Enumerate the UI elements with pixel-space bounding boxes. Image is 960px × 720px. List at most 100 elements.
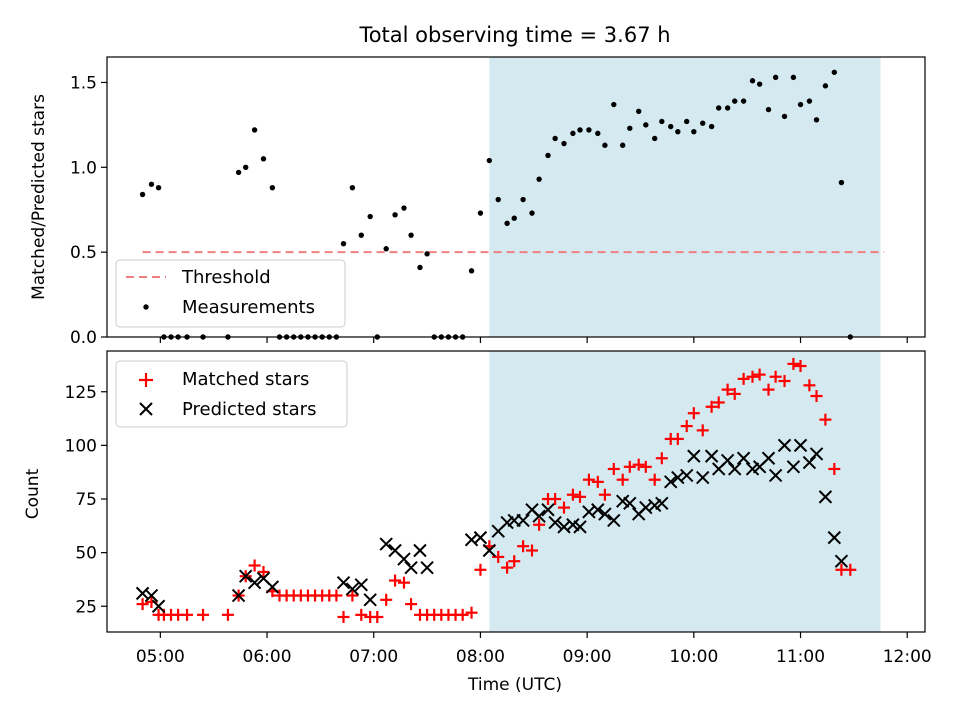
measurement-point xyxy=(765,106,772,113)
matched-point xyxy=(456,608,469,621)
predicted-point xyxy=(473,530,488,545)
matched-point xyxy=(371,610,384,623)
matched-point xyxy=(721,383,734,396)
matched-point xyxy=(136,598,149,611)
top-observing-window xyxy=(489,57,881,337)
matched-point xyxy=(753,368,766,381)
measurement-point xyxy=(529,210,535,216)
matched-point xyxy=(803,379,816,392)
measurement-point xyxy=(520,196,526,203)
matched-point xyxy=(549,493,562,506)
matched-point xyxy=(492,550,505,563)
matched-point xyxy=(574,490,587,503)
matched-point xyxy=(639,460,652,473)
measurement-point xyxy=(139,191,146,198)
measurement-point xyxy=(749,78,756,84)
predicted-point xyxy=(345,582,360,596)
predicted-point xyxy=(420,560,434,575)
predicted-point xyxy=(363,593,377,607)
matched-point xyxy=(465,606,478,619)
predicted-point xyxy=(532,509,546,523)
measurement-point xyxy=(643,122,649,128)
x-tick-label: 07:00 xyxy=(349,647,398,667)
predicted-point xyxy=(573,520,587,534)
predicted-point xyxy=(404,560,418,575)
predicted-point xyxy=(548,515,562,530)
matched-point xyxy=(355,608,368,621)
top-legend-box xyxy=(115,259,346,328)
bottom-axes-frame xyxy=(106,350,926,633)
matched-point xyxy=(632,458,645,471)
matched-point xyxy=(696,424,709,437)
measurement-point xyxy=(536,176,542,182)
matched-point xyxy=(558,501,571,514)
predicted-point xyxy=(680,468,694,483)
bottom-observing-window xyxy=(489,351,881,632)
measurement-point xyxy=(602,142,608,148)
measurement-point xyxy=(652,135,658,142)
predicted-point xyxy=(728,462,742,476)
predicted-point xyxy=(802,455,817,470)
measurement-point xyxy=(486,157,493,164)
predicted-point xyxy=(655,496,669,511)
measurement-point xyxy=(772,74,779,81)
measurement-point xyxy=(627,125,633,131)
measurement-point xyxy=(838,179,845,186)
matched-point xyxy=(728,387,741,400)
predicted-point xyxy=(834,554,849,568)
measurement-point xyxy=(235,169,242,176)
bottom-count-points xyxy=(135,357,857,623)
predicted-point xyxy=(761,451,776,465)
matched-point xyxy=(337,610,350,623)
predicted-point xyxy=(265,580,280,594)
predicted-point xyxy=(144,588,159,603)
matched-point xyxy=(405,598,418,611)
measurement-point xyxy=(495,196,501,203)
matched-point xyxy=(671,432,684,445)
predicted-point xyxy=(379,537,393,551)
matched-point xyxy=(705,400,718,413)
top-axes-frame xyxy=(106,56,926,338)
measurement-point xyxy=(586,127,592,133)
measurement-point xyxy=(691,128,697,135)
legend-measurements-label: Measurements xyxy=(182,297,315,318)
matched-point xyxy=(257,565,270,578)
measurement-point xyxy=(358,232,364,238)
measurement-point xyxy=(367,213,373,220)
predicted-point xyxy=(247,575,262,590)
measurement-point xyxy=(619,142,626,148)
predicted-point xyxy=(413,543,427,558)
matched-point xyxy=(794,360,807,373)
measurement-point xyxy=(251,127,258,133)
measurement-point xyxy=(155,184,162,191)
bottom-y-axis-label: Count xyxy=(23,468,43,519)
measurement-point xyxy=(675,128,681,135)
top-x-axis xyxy=(159,337,908,343)
matched-point xyxy=(330,589,343,602)
measurement-point xyxy=(511,215,517,221)
measurement-point xyxy=(340,240,347,247)
bottom-x-axis: 05:00 06:00 07:00 08:00 09:00 10:00 11:00 12:00 xyxy=(136,632,932,667)
measurement-point xyxy=(684,118,690,125)
measurement-point xyxy=(822,83,829,89)
matched-point xyxy=(181,608,194,621)
legend-matched-swatch xyxy=(139,373,153,387)
matched-point xyxy=(762,383,775,396)
measurement-point xyxy=(408,232,414,238)
x-tick-label: 09:00 xyxy=(563,647,612,667)
predicted-point xyxy=(827,530,842,545)
measurement-point xyxy=(831,69,838,75)
top-legend: Threshold Measurements xyxy=(115,259,346,328)
measurement-point xyxy=(700,120,706,126)
bottom-legend-box xyxy=(115,360,348,428)
measurement-point xyxy=(708,123,715,130)
measurement-point xyxy=(424,251,430,257)
top-panel: 0.0 0.5 1.0 1.5 Matched/Predicted stars Thr… xyxy=(29,56,926,348)
matched-point xyxy=(778,375,791,388)
predicted-point xyxy=(231,588,246,603)
x-tick-label: 10:00 xyxy=(669,647,718,667)
legend-threshold-label: Threshold xyxy=(181,267,271,288)
predicted-point xyxy=(720,453,735,468)
predicted-point xyxy=(818,490,833,504)
